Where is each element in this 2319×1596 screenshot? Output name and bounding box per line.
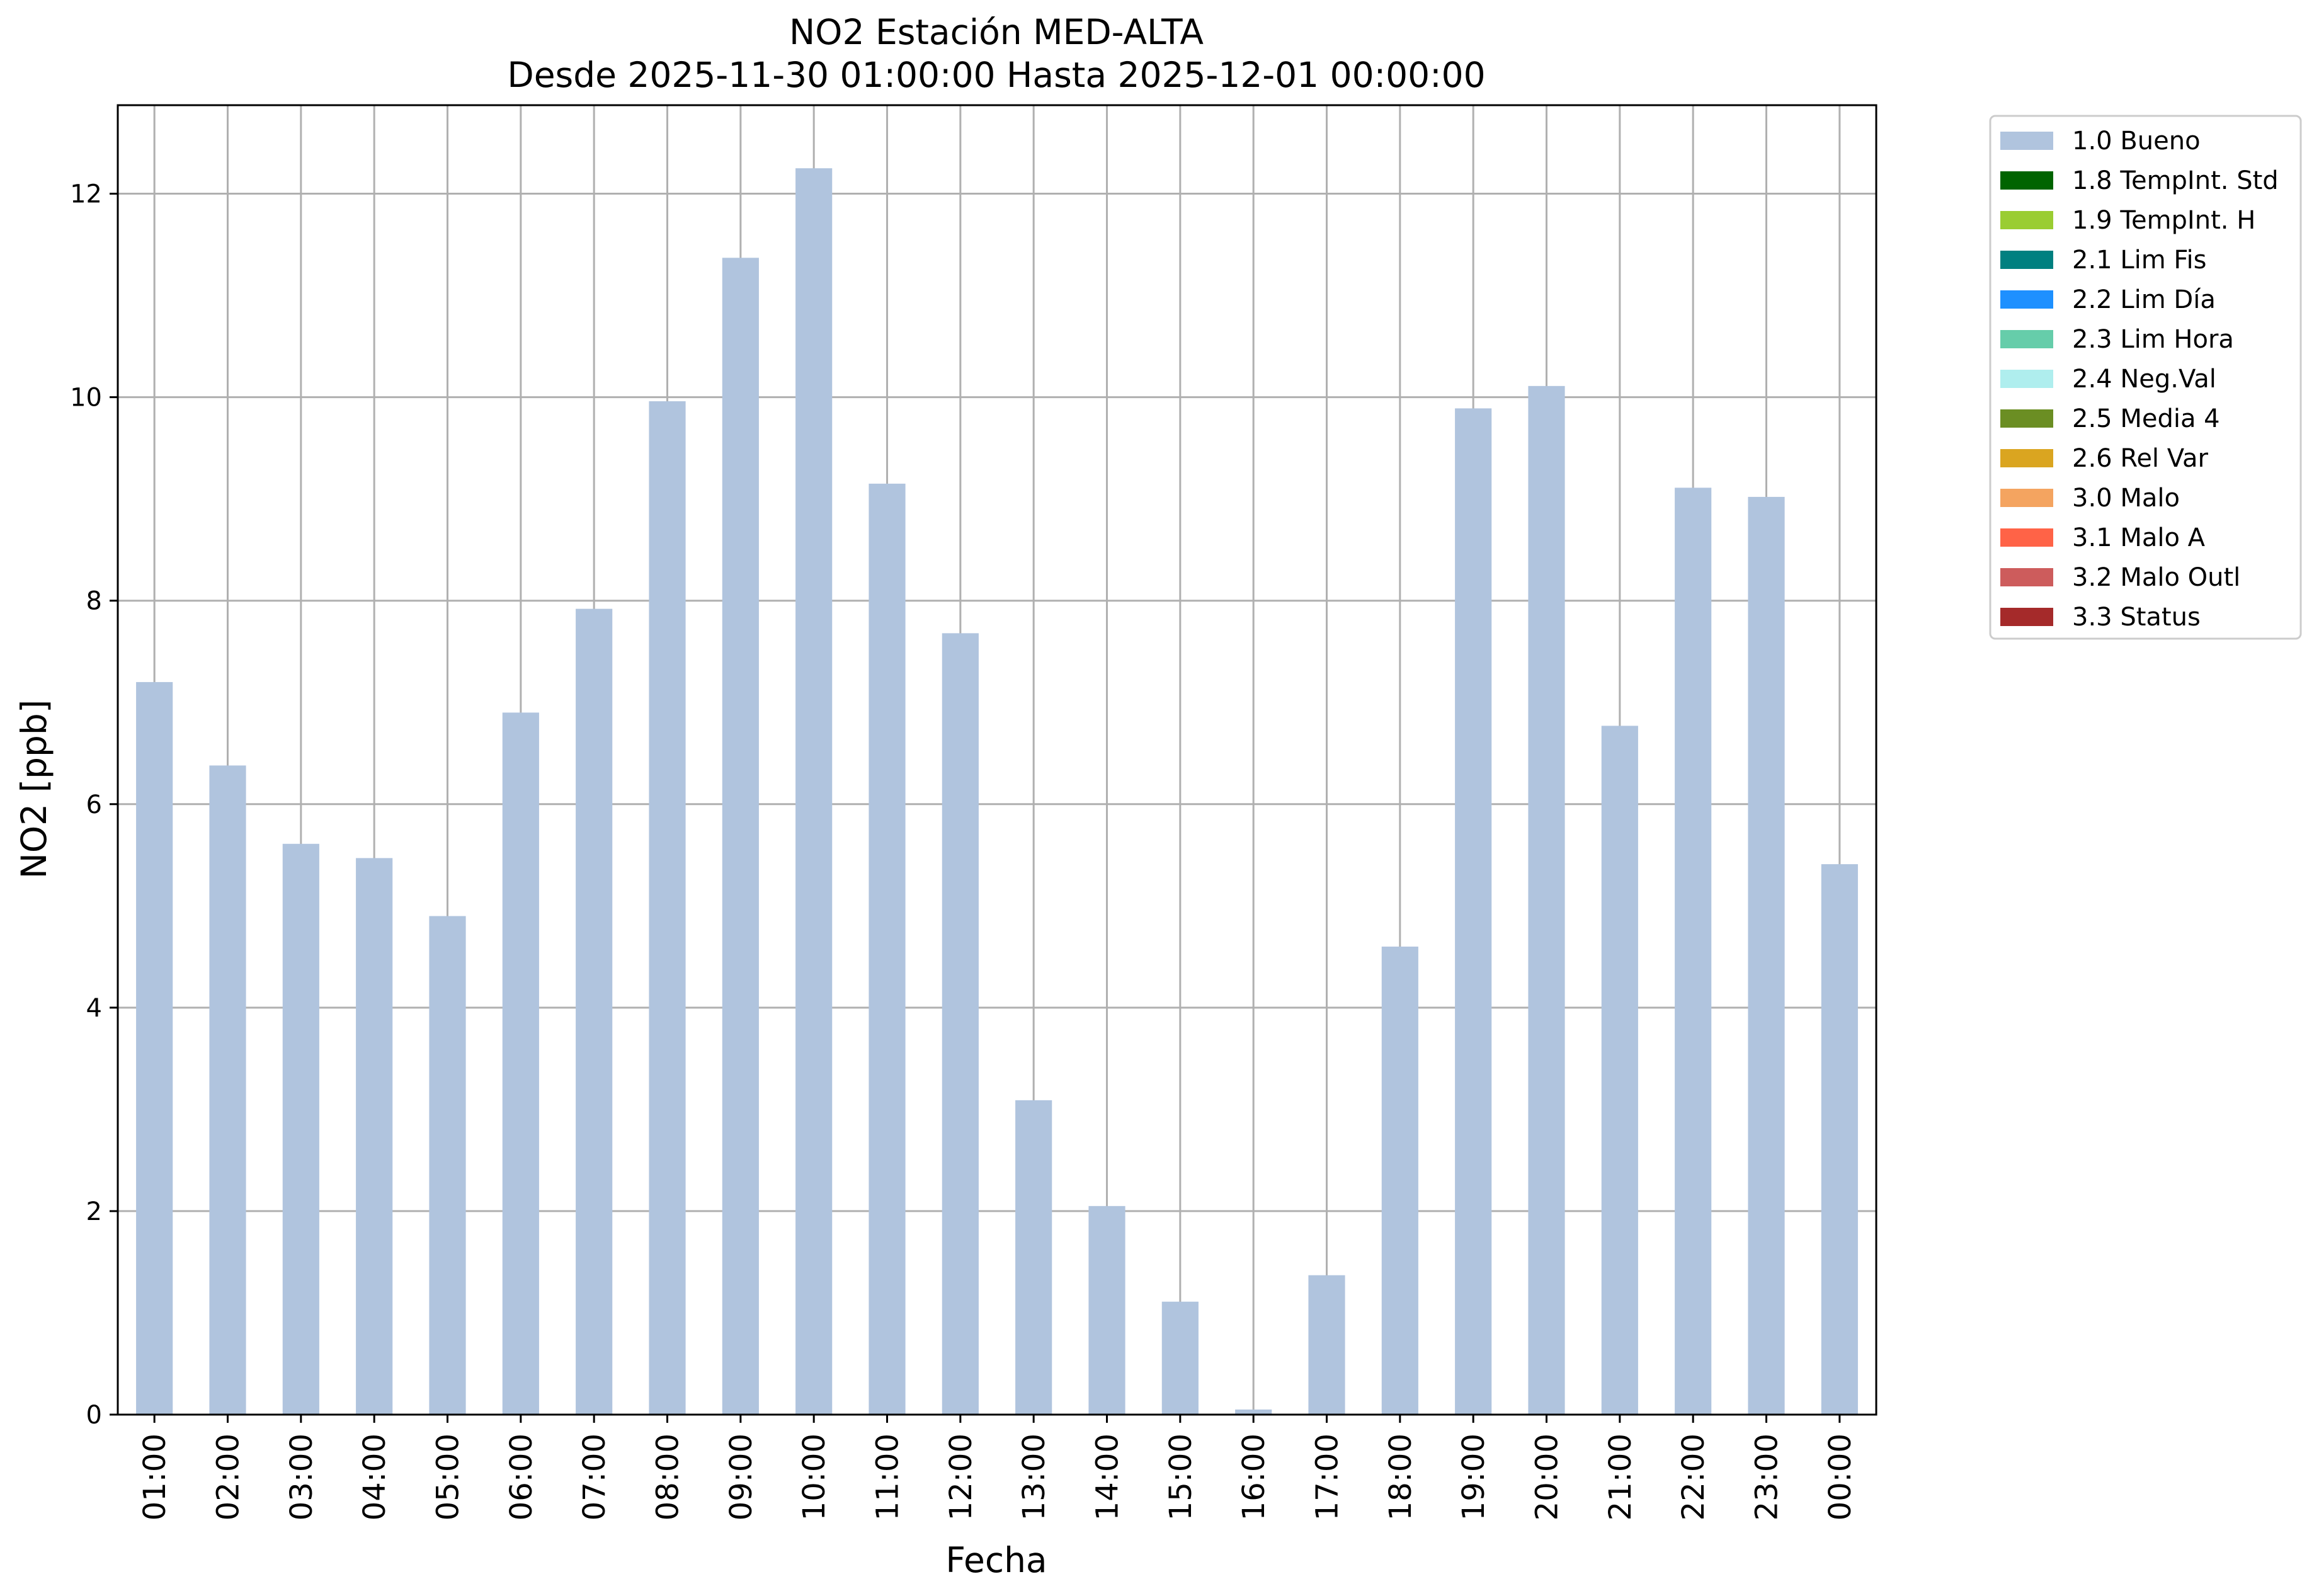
bar: 22:00: 9.11 <box>1675 487 1712 1415</box>
legend-swatch <box>2000 489 2053 507</box>
x-tick-label: 07:00 <box>577 1434 612 1520</box>
legend-swatch <box>2000 330 2053 348</box>
chart-subtitle: Desde 2025-11-30 01:00:00 Hasta 2025-12-… <box>507 55 1485 95</box>
bars: 01:00: 7.2 02:00: 6.38 03:00: 5.61 04:00: 5… <box>136 168 1858 1415</box>
x-axis: 01:00 02:00 03:00 04:00 05:00 06:00 07:00 08:00… <box>137 1415 1858 1520</box>
plot-area <box>118 105 1876 1415</box>
bar: 20:00: 10.11 <box>1528 385 1565 1415</box>
x-tick-label: 00:00 <box>1823 1434 1858 1520</box>
x-tick-label: 01:00 <box>137 1434 173 1520</box>
bar: 21:00: 6.77 <box>1601 726 1638 1415</box>
legend-label: 1.9 TempInt. H <box>2072 206 2255 235</box>
x-tick-label: 22:00 <box>1676 1434 1711 1520</box>
legend-label: 2.4 Neg.Val <box>2072 365 2216 394</box>
x-tick-label: 12:00 <box>943 1434 979 1520</box>
legend-label: 1.0 Bueno <box>2072 127 2201 156</box>
bar: 19:00: 9.89 <box>1455 408 1492 1415</box>
x-tick-label: 06:00 <box>504 1434 539 1520</box>
x-tick-label: 18:00 <box>1383 1434 1418 1520</box>
x-tick-label: 16:00 <box>1236 1434 1272 1520</box>
legend-label: 2.5 Media 4 <box>2072 404 2220 433</box>
legend-label: 3.2 Malo Outl <box>2072 563 2240 592</box>
legend-swatch <box>2000 608 2053 626</box>
bar: 18:00: 4.6 <box>1381 946 1418 1415</box>
x-axis-label: Fecha <box>945 1540 1047 1580</box>
x-tick-label: 21:00 <box>1603 1434 1638 1520</box>
legend-label: 3.0 Malo <box>2072 484 2180 513</box>
bar: 15:00: 1.11 <box>1161 1301 1199 1415</box>
bar: 10:00: 12.25 <box>795 168 833 1415</box>
x-tick-label: 02:00 <box>211 1434 246 1520</box>
legend-swatch <box>2000 409 2053 428</box>
bar: 09:00: 11.37 <box>722 258 759 1415</box>
legend-label: 2.2 Lim Día <box>2072 285 2216 314</box>
x-tick-label: 08:00 <box>651 1434 686 1520</box>
legend-swatch <box>2000 211 2053 229</box>
x-tick-label: 14:00 <box>1090 1434 1125 1520</box>
legend-frame <box>1989 115 2302 640</box>
x-tick-label: 13:00 <box>1017 1434 1052 1520</box>
legend-swatch <box>2000 449 2053 467</box>
x-tick-label: 17:00 <box>1310 1434 1345 1520</box>
legend-swatch <box>2000 370 2053 388</box>
x-tick-label: 09:00 <box>724 1434 759 1520</box>
x-tick-label: 19:00 <box>1456 1434 1491 1520</box>
legend-label: 2.6 Rel Var <box>2072 444 2209 473</box>
plot-background <box>118 105 1876 1415</box>
bar: 14:00: 2.05 <box>1088 1206 1125 1415</box>
legend-swatch <box>2000 132 2053 150</box>
plot-frame <box>117 104 1877 1416</box>
bar: 11:00: 9.15 <box>869 483 906 1415</box>
y-tick-label: 0 <box>86 1401 102 1430</box>
y-axis: 0 2 4 6 8 10 12 <box>70 180 118 1430</box>
bar: 03:00: 5.61 <box>282 843 319 1415</box>
legend: 1.0 Bueno 1.8 TempInt. Std 1.9 TempInt. H 2… <box>1989 115 2302 640</box>
x-tick-label: 05:00 <box>431 1434 466 1520</box>
x-tick-label: 10:00 <box>797 1434 832 1520</box>
y-tick-label: 12 <box>70 180 102 209</box>
legend-label: 2.1 Lim Fis <box>2072 246 2206 275</box>
legend-swatch <box>2000 568 2053 586</box>
bar: 16:00: 0.05 <box>1235 1409 1272 1415</box>
bar: 04:00: 5.47 <box>356 858 393 1415</box>
legend-label: 3.1 Malo A <box>2072 523 2206 552</box>
y-tick-label: 4 <box>86 994 102 1023</box>
legend-label: 2.3 Lim Hora <box>2072 325 2234 354</box>
x-tick-label: 04:00 <box>357 1434 392 1520</box>
legend-label: 1.8 TempInt. Std <box>2072 166 2279 195</box>
legend-swatch <box>2000 528 2053 547</box>
y-tick-label: 8 <box>86 587 102 616</box>
legend-swatch <box>2000 290 2053 309</box>
y-tick-label: 10 <box>70 384 102 413</box>
bar: 12:00: 7.68 <box>942 633 979 1415</box>
bar: 13:00: 3.09 <box>1015 1100 1052 1415</box>
bar: 07:00: 7.92 <box>576 608 613 1415</box>
bar: 01:00: 7.2 <box>136 681 173 1415</box>
x-tick-label: 15:00 <box>1163 1434 1199 1520</box>
bar: 06:00: 6.9 <box>502 712 539 1415</box>
bar: 05:00: 4.9 <box>429 916 466 1415</box>
legend-swatch <box>2000 171 2053 190</box>
x-tick-label: 03:00 <box>284 1434 319 1520</box>
bar: 02:00: 6.38 <box>209 765 246 1415</box>
x-tick-label: 20:00 <box>1530 1434 1565 1520</box>
x-tick-label: 23:00 <box>1750 1434 1785 1520</box>
bar: 00:00: 5.41 <box>1821 864 1858 1415</box>
y-tick-label: 6 <box>86 790 102 819</box>
y-axis-label: NO2 [ppb] <box>14 700 54 879</box>
legend-swatch <box>2000 251 2053 269</box>
bar: 17:00: 1.37 <box>1308 1275 1345 1415</box>
legend-label: 3.3 Status <box>2072 603 2201 632</box>
bar: 23:00: 9.02 <box>1748 496 1785 1415</box>
chart-title: NO2 Estación MED-ALTA <box>789 12 1204 52</box>
x-tick-label: 11:00 <box>870 1434 906 1520</box>
bar: 08:00: 9.96 <box>649 401 686 1415</box>
y-tick-label: 2 <box>86 1197 102 1226</box>
